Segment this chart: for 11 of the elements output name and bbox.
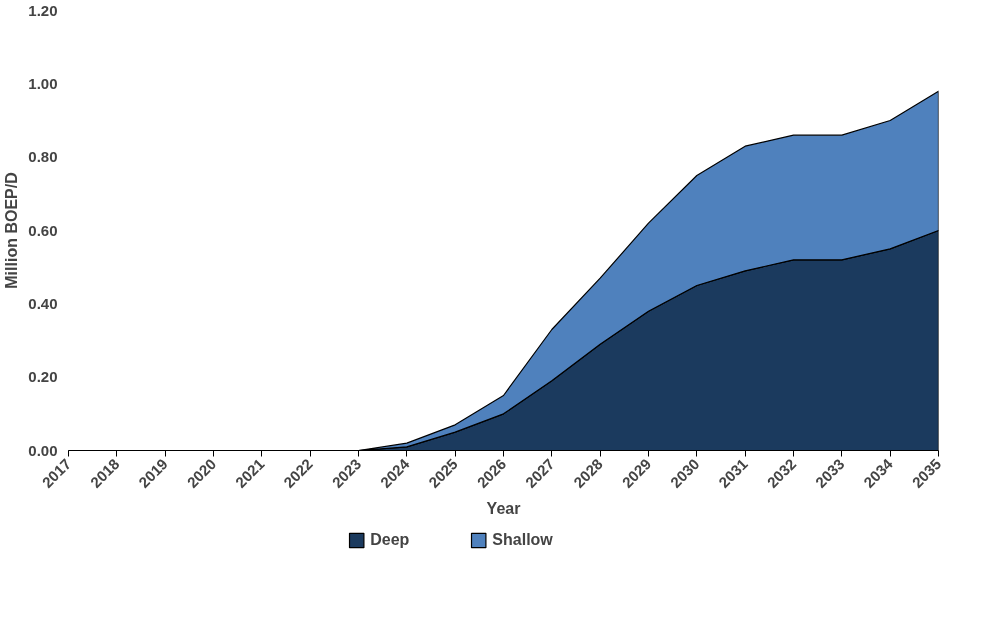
legend-label: Shallow <box>492 531 553 549</box>
y-axis-title: Million BOEP/D <box>3 172 21 289</box>
y-tick-label: 0.40 <box>28 294 58 312</box>
legend-label: Deep <box>370 531 410 549</box>
y-tick-label: 0.00 <box>28 441 58 459</box>
y-tick-label: 0.60 <box>28 221 58 239</box>
y-tick-label: 1.00 <box>28 74 58 92</box>
y-tick-label: 0.80 <box>28 148 58 166</box>
y-tick-label: 1.20 <box>28 1 58 19</box>
x-axis-title: Year <box>486 500 521 518</box>
y-tick-label: 0.20 <box>28 368 58 386</box>
